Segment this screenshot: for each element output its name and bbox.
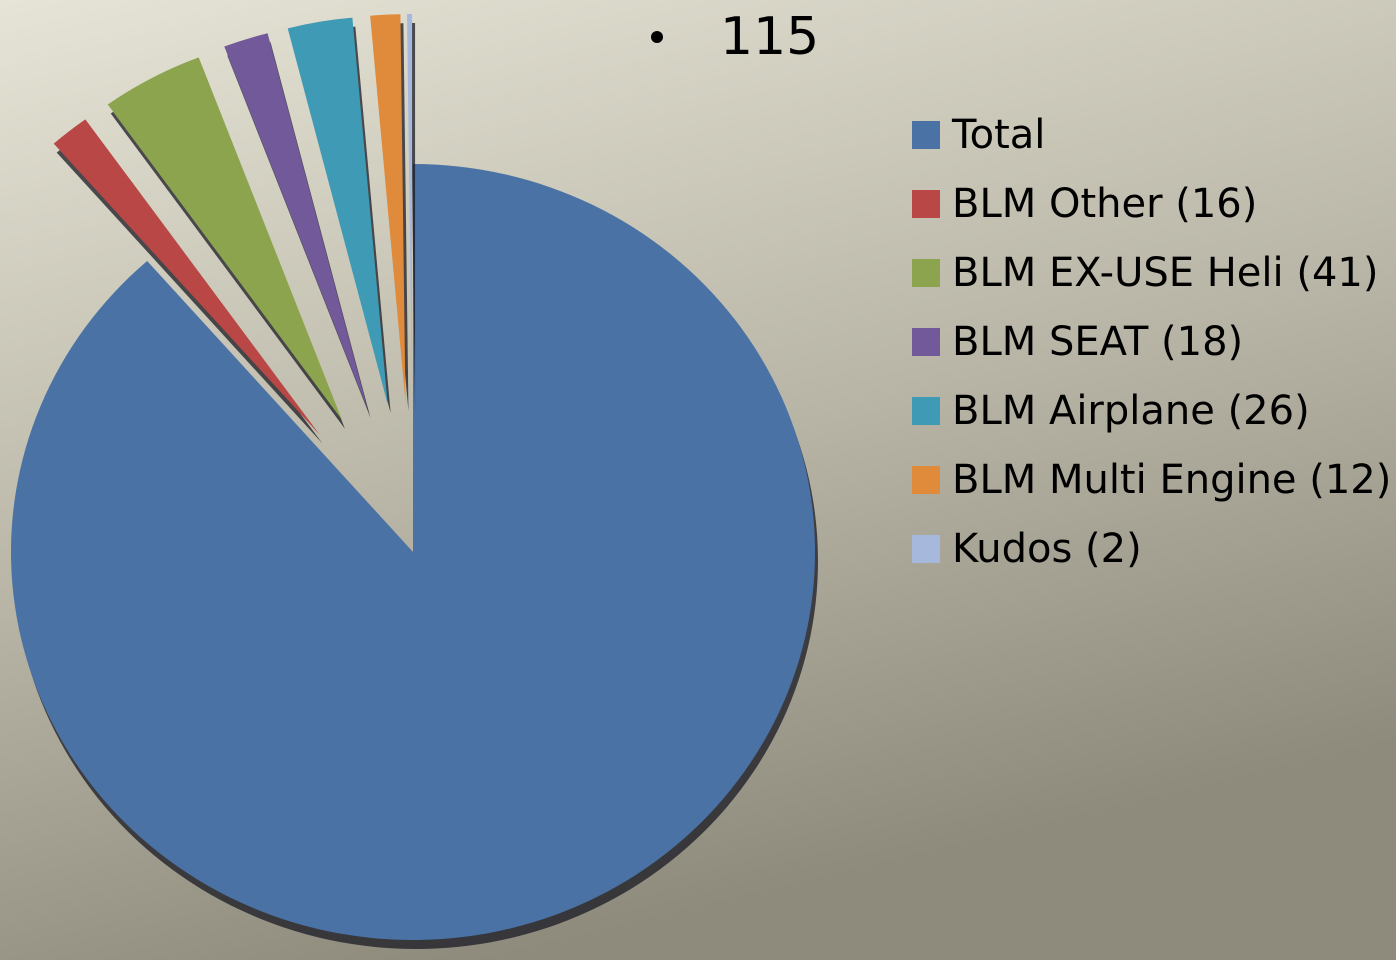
legend-label: BLM Airplane (26): [952, 388, 1310, 434]
bullet-text: 115: [720, 7, 819, 67]
legend-swatch: [912, 466, 940, 494]
bullet: [651, 31, 663, 43]
legend-label: BLM Other (16): [952, 181, 1257, 227]
slice: [53, 119, 320, 435]
legend-swatch: [912, 328, 940, 356]
slice: [10, 164, 816, 940]
legend: Total BLM Other (16) BLM EX-USE Heli (41) B…: [912, 112, 1391, 572]
legend-label: Total: [951, 112, 1045, 158]
legend-swatch: [912, 121, 940, 149]
slice: [370, 14, 406, 403]
legend-label: BLM Multi Engine (12): [952, 457, 1391, 503]
slice: [107, 57, 342, 420]
slice: [224, 33, 368, 410]
legend-swatch: [912, 259, 940, 287]
slice: [407, 14, 413, 403]
legend-label: Kudos (2): [952, 526, 1142, 572]
legend-label: BLM SEAT (18): [952, 319, 1243, 365]
legend-swatch: [912, 535, 940, 563]
slice: [287, 17, 388, 405]
pie: [10, 14, 816, 940]
legend-label: BLM EX-USE Heli (41): [952, 250, 1378, 296]
legend-swatch: [912, 190, 940, 218]
legend-swatch: [912, 397, 940, 425]
